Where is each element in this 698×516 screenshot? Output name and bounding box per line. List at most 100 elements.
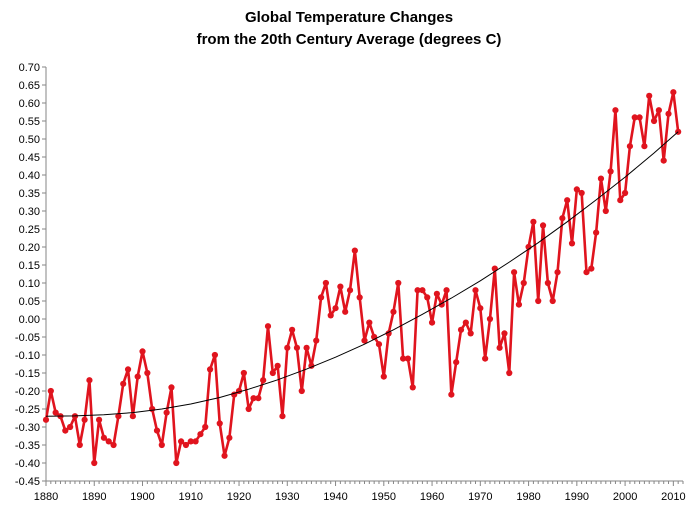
data-point xyxy=(264,323,272,330)
data-point xyxy=(351,247,358,254)
data-point xyxy=(404,355,412,362)
data-point xyxy=(303,344,310,351)
x-tick-label: 1960 xyxy=(420,491,444,503)
data-point xyxy=(67,423,74,431)
x-tick-label: 1990 xyxy=(565,491,589,503)
data-point xyxy=(361,337,368,344)
data-point xyxy=(539,222,547,229)
data-point xyxy=(332,305,339,312)
data-point xyxy=(501,330,508,337)
data-point xyxy=(86,377,93,384)
data-point xyxy=(226,434,233,441)
x-tick-label: 1930 xyxy=(275,491,299,503)
y-tick-label: -0.30 xyxy=(15,422,40,434)
y-tick-label: -0.20 xyxy=(15,386,40,398)
data-point xyxy=(182,441,190,449)
data-point xyxy=(284,344,291,351)
data-point xyxy=(462,319,469,326)
data-point xyxy=(428,319,436,326)
y-tick-label: 0.15 xyxy=(19,260,40,272)
x-tick-label: 2010 xyxy=(661,491,685,503)
data-point xyxy=(380,373,387,380)
data-point xyxy=(510,269,518,276)
data-point xyxy=(337,283,344,290)
y-tick-label: 0.65 xyxy=(19,80,40,92)
data-point xyxy=(593,229,600,236)
data-point xyxy=(597,175,605,182)
data-point xyxy=(120,380,127,387)
x-tick-label: 1940 xyxy=(323,491,347,503)
data-point xyxy=(564,197,571,204)
data-point xyxy=(260,377,267,384)
x-tick-label: 2000 xyxy=(613,491,637,503)
data-point xyxy=(178,438,185,445)
data-point xyxy=(322,279,329,287)
data-point xyxy=(578,189,585,197)
x-tick-label: 1950 xyxy=(372,491,396,503)
data-point xyxy=(317,294,325,301)
data-point xyxy=(400,355,407,362)
data-point xyxy=(327,312,334,319)
data-point xyxy=(134,373,141,380)
data-point xyxy=(477,305,484,312)
data-point xyxy=(530,218,537,225)
trend-line xyxy=(45,131,679,417)
data-point xyxy=(62,427,69,434)
data-point xyxy=(568,240,576,247)
data-point xyxy=(496,344,503,351)
y-tick-label: 0.45 xyxy=(19,152,40,164)
data-point xyxy=(621,189,629,197)
data-point xyxy=(250,395,257,402)
data-point xyxy=(206,366,214,373)
y-tick-label: -0.35 xyxy=(15,440,40,452)
data-point xyxy=(646,92,653,99)
data-point xyxy=(665,110,672,117)
data-point xyxy=(482,355,489,362)
data-point xyxy=(313,337,320,344)
data-point xyxy=(163,409,170,416)
data-point xyxy=(650,117,658,125)
data-point xyxy=(472,287,479,294)
data-point xyxy=(414,287,421,294)
y-tick-label: 0.25 xyxy=(19,224,40,236)
data-point xyxy=(631,114,638,121)
data-point xyxy=(602,207,609,215)
y-tick-label: 0.35 xyxy=(19,188,40,200)
data-point xyxy=(221,452,228,459)
y-tick-label: 0.40 xyxy=(19,170,40,182)
y-tick-label: -0.40 xyxy=(15,458,40,470)
data-point xyxy=(366,319,373,326)
data-point xyxy=(91,459,98,467)
data-point xyxy=(240,369,247,377)
data-point xyxy=(42,416,50,423)
chart-subtitle: from the 20th Century Average (degrees C… xyxy=(196,31,502,48)
data-point xyxy=(467,330,474,337)
chart-title: Global Temperature Changes xyxy=(244,9,454,26)
data-point xyxy=(173,459,180,467)
data-point xyxy=(457,326,465,333)
data-point xyxy=(544,279,551,287)
data-point xyxy=(216,420,223,427)
y-tick-label: -0.25 xyxy=(15,404,40,416)
x-tick-label: 1980 xyxy=(516,491,540,503)
x-tick-label: 1880 xyxy=(34,491,58,503)
data-point xyxy=(298,387,305,395)
x-tick-label: 1900 xyxy=(130,491,154,503)
y-tick-label: 0.30 xyxy=(19,206,40,218)
data-point xyxy=(607,168,614,175)
data-point xyxy=(433,290,440,297)
data-point xyxy=(409,384,416,391)
data-point xyxy=(342,308,349,315)
y-tick-label: -0.45 xyxy=(15,476,40,488)
data-point xyxy=(559,215,566,222)
data-point xyxy=(197,431,204,438)
y-tick-label: 0.05 xyxy=(19,296,40,308)
data-point xyxy=(153,427,161,434)
series-layer xyxy=(42,89,682,467)
data-point xyxy=(115,413,122,420)
data-point xyxy=(95,416,103,423)
data-point xyxy=(549,297,556,305)
data-point xyxy=(144,369,151,377)
data-point xyxy=(419,287,426,294)
y-tick-label: 0.50 xyxy=(19,134,40,146)
